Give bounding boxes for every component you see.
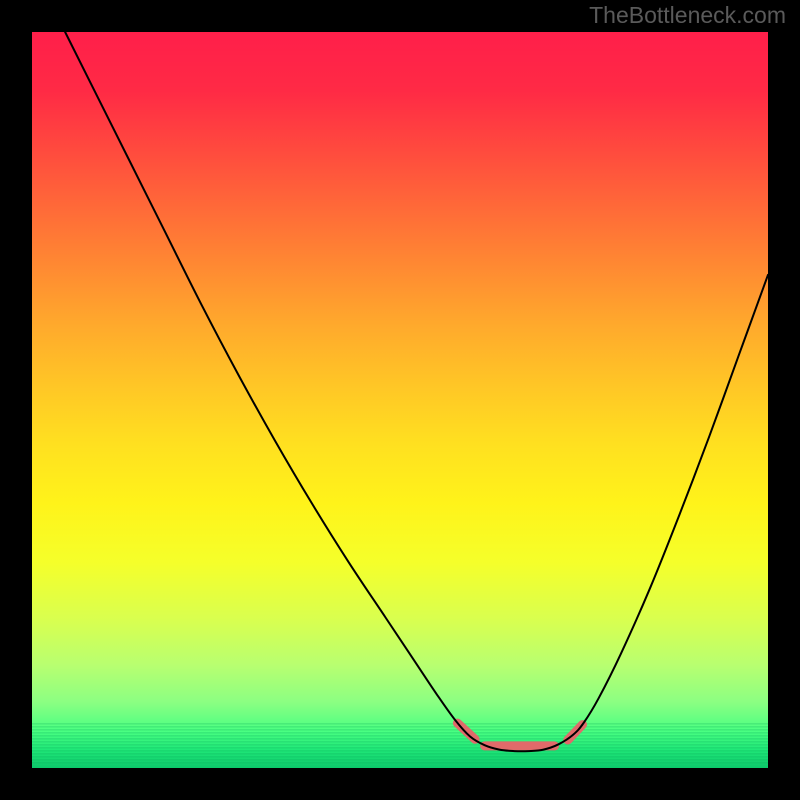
chart-stage: TheBottleneck.com: [0, 0, 800, 800]
chart-background: [32, 32, 768, 768]
bottleneck-curve-chart: [0, 0, 800, 800]
